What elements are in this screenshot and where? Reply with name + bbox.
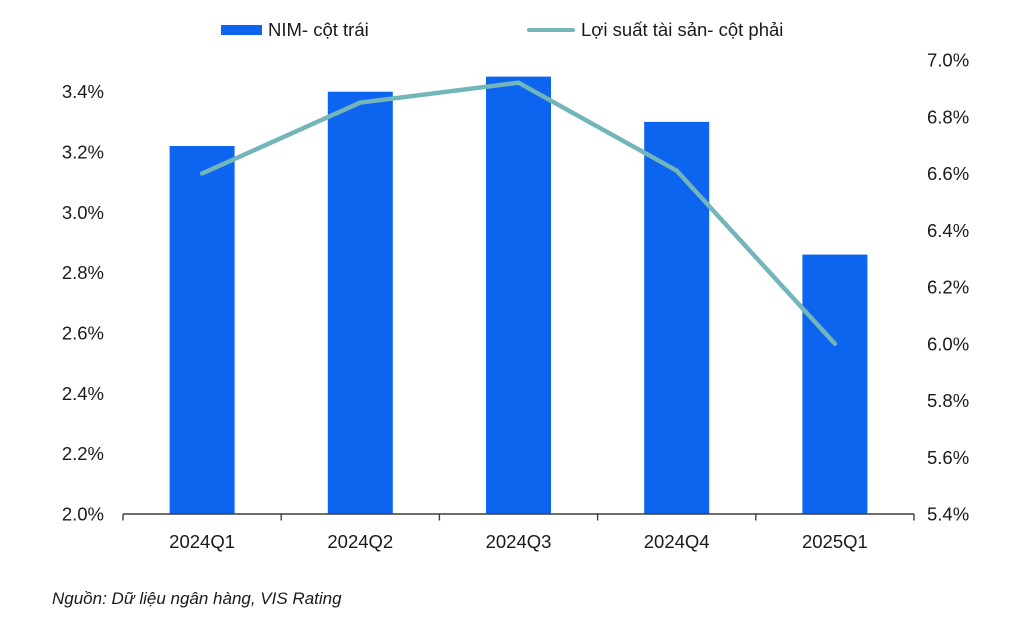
right-axis-label: 5.4% [927,504,969,525]
right-axis-label: 6.8% [927,106,969,127]
left-axis-label: 3.0% [62,202,104,223]
bar-2025Q1 [802,254,868,514]
left-axis-label: 3.4% [62,81,104,102]
source-note: Nguồn: Dữ liệu ngân hàng, VIS Rating [52,589,342,608]
bar-legend-swatch [221,25,262,35]
left-axis-label: 2.8% [62,262,104,283]
x-axis-label: 2024Q3 [486,531,552,552]
legend-label-yield: Lợi suất tài sản- cột phải [581,19,784,40]
left-axis-label: 2.0% [62,504,104,525]
x-axis-label: 2024Q2 [327,531,393,552]
right-axis-label: 6.6% [927,163,969,184]
x-axis-label: 2024Q1 [169,531,235,552]
line-legend-swatch [527,28,575,32]
left-axis-label: 2.2% [62,443,104,464]
right-axis-label: 5.6% [927,447,969,468]
legend-item-nim: NIM- cột trái [221,19,369,41]
right-axis-label: 7.0% [927,50,969,71]
left-axis-label: 3.2% [62,142,104,163]
x-axis-label: 2025Q1 [802,531,868,552]
legend-item-yield: Lợi suất tài sản- cột phải [527,19,783,41]
bar-2024Q1 [169,145,235,514]
bar-2024Q4 [644,121,710,514]
left-axis-label: 2.6% [62,323,104,344]
right-axis-label: 6.0% [927,333,969,354]
x-axis-label: 2024Q4 [644,531,710,552]
bar-2024Q2 [327,91,393,514]
right-axis-label: 6.2% [927,277,969,298]
yield-line [199,80,838,346]
left-axis-label: 2.4% [62,383,104,404]
right-axis-label: 5.8% [927,390,969,411]
bar-2024Q3 [486,76,551,514]
legend-label-nim: NIM- cột trái [268,19,369,40]
right-axis-label: 6.4% [927,220,969,241]
